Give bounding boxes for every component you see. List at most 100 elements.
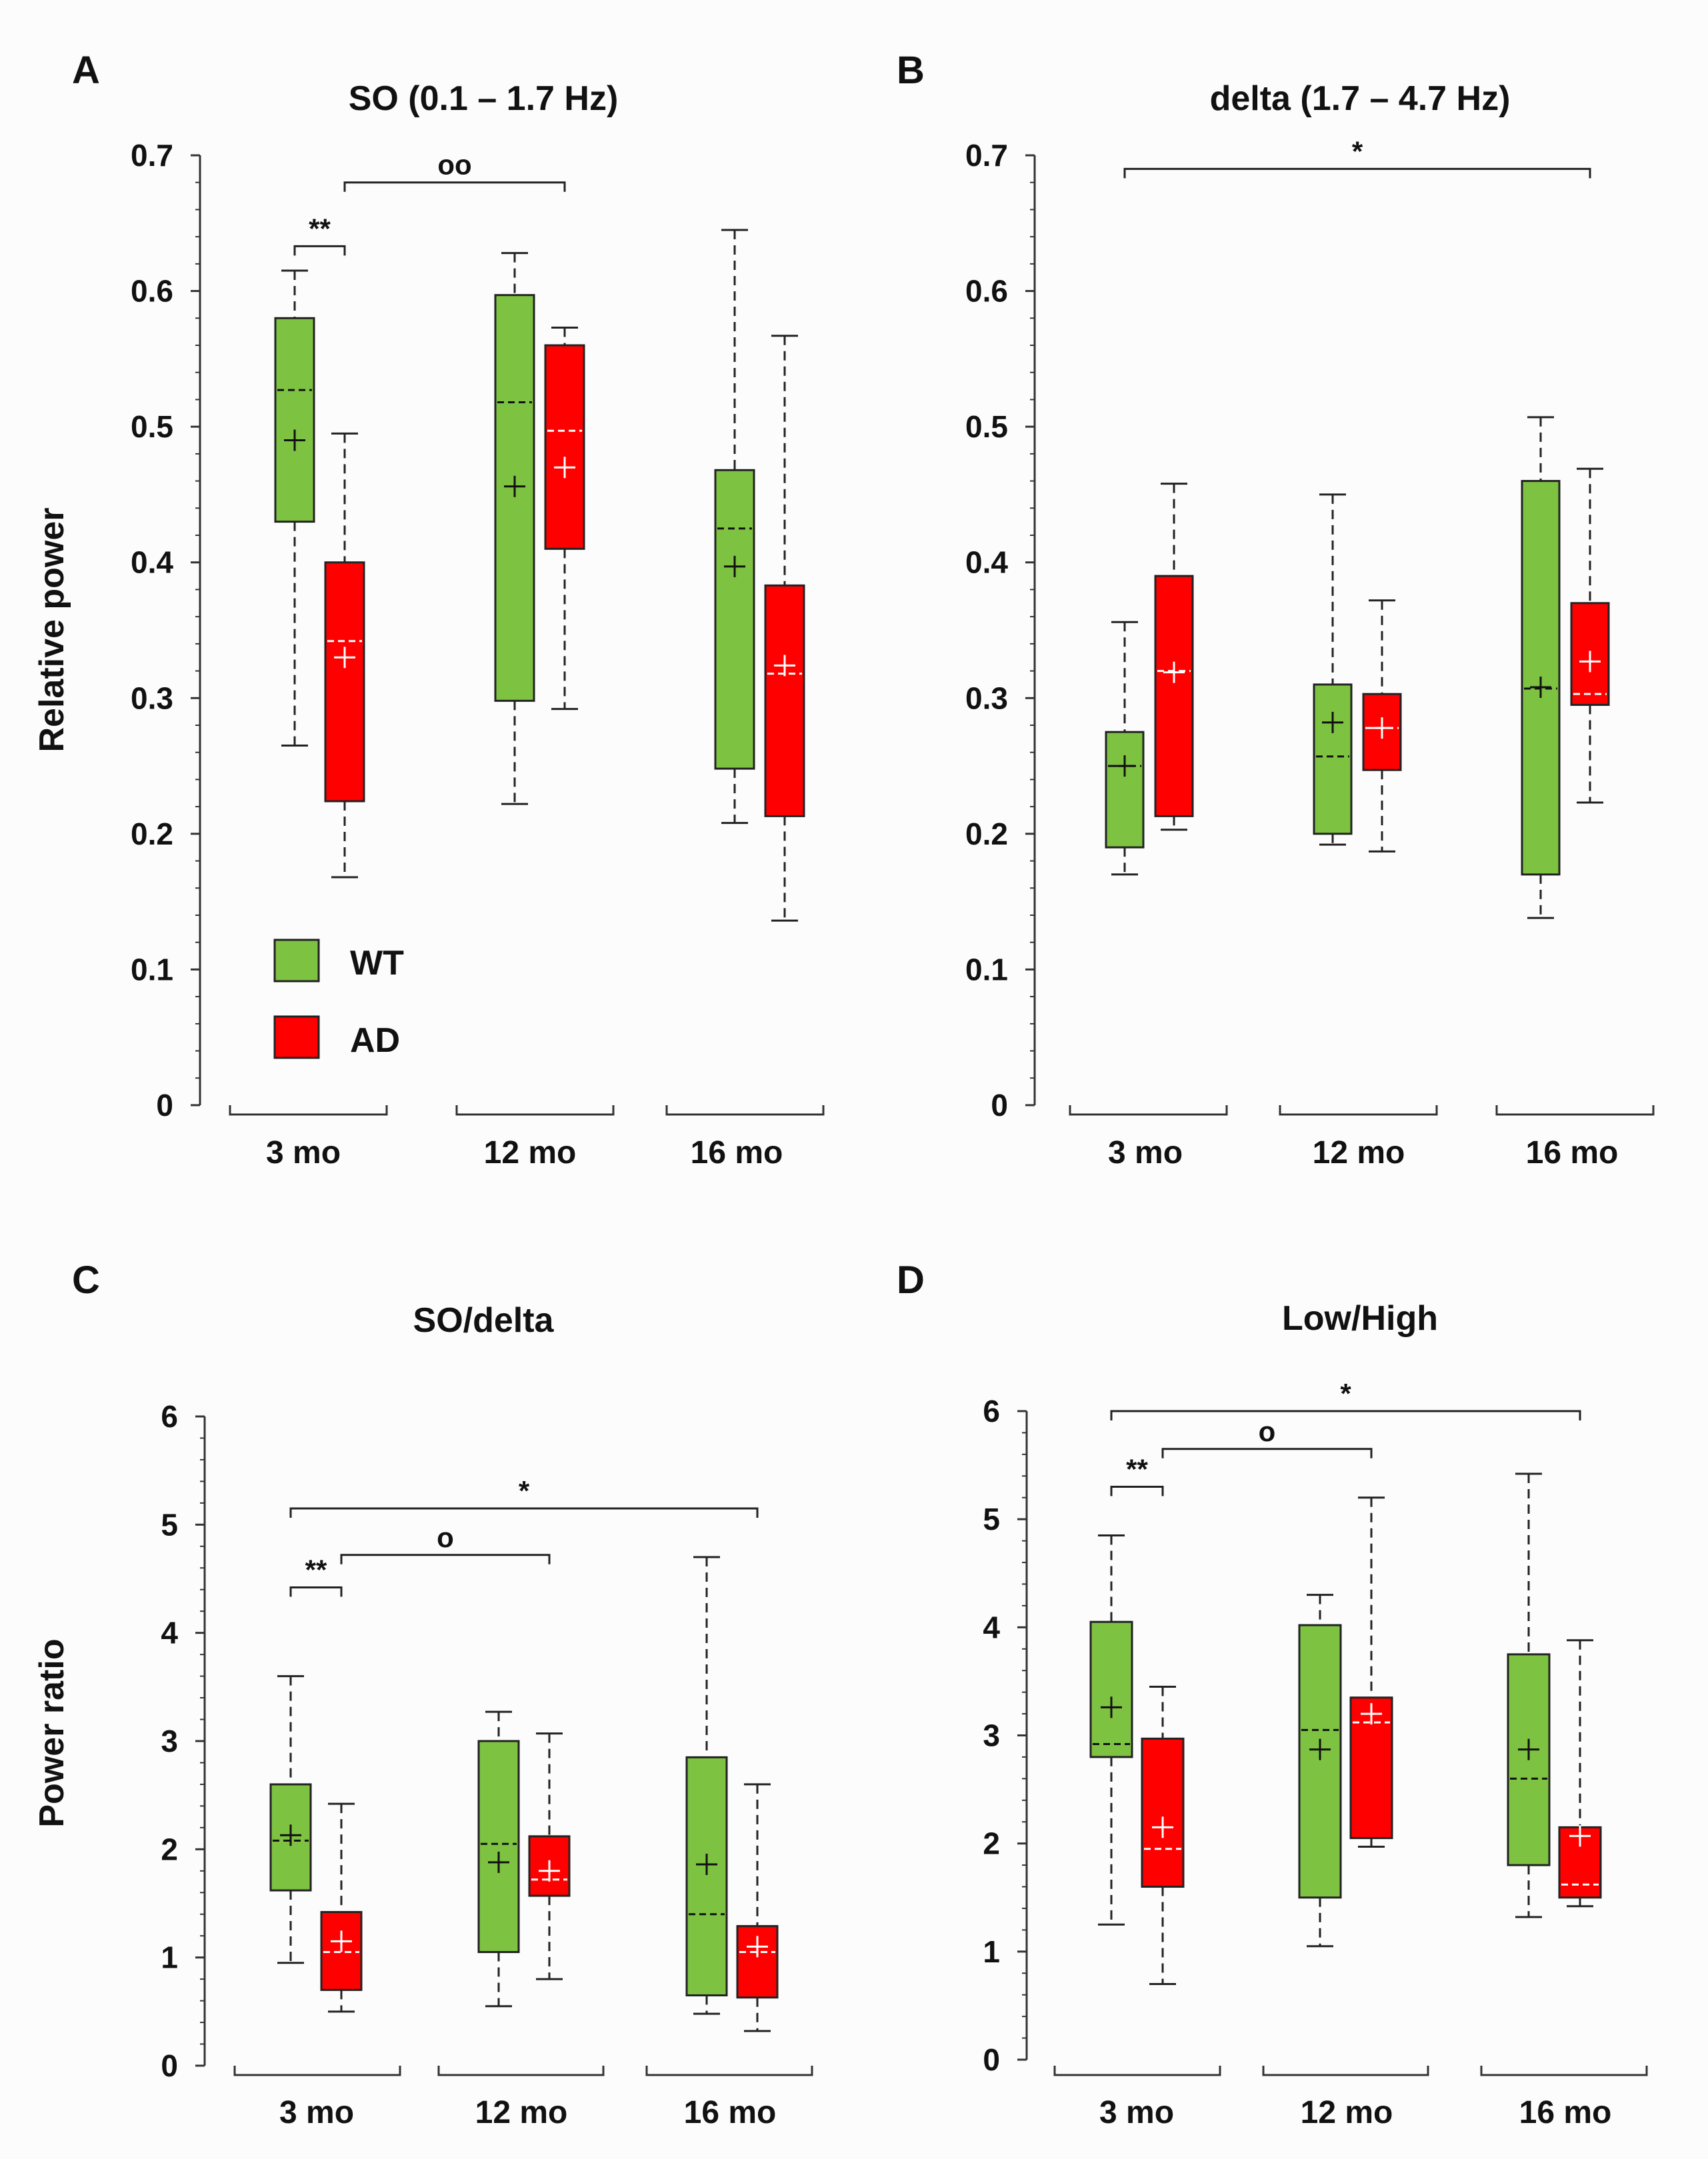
box-iqr	[764, 584, 805, 817]
legend-swatch-ad	[273, 1015, 320, 1059]
significance-label: **	[309, 213, 331, 244]
y-tick-label: 4	[161, 1616, 178, 1650]
category-label: 3 mo	[1099, 2095, 1174, 2130]
y-tick-label: 3	[161, 1724, 178, 1758]
category-label: 12 mo	[1313, 1135, 1405, 1170]
box-wt-2	[477, 1710, 520, 2008]
y-tick-label: 4	[983, 1610, 1000, 1644]
box-ad-1	[320, 1802, 363, 2013]
y-tick-label: 0.4	[131, 545, 173, 580]
significance-label: *	[1352, 135, 1363, 167]
box-ad-1	[324, 432, 365, 879]
mean-marker	[554, 457, 575, 479]
y-tick-label: 0.1	[131, 952, 173, 987]
box-ad-3	[764, 335, 805, 922]
significance-bracket	[1110, 1486, 1164, 1496]
y-tick-label: 1	[161, 1940, 178, 1975]
legend-label-ad: AD	[350, 1021, 400, 1060]
panel-title: delta (1.7 – 4.7 Hz)	[1210, 79, 1511, 118]
category-bracket	[229, 1105, 388, 1116]
category-label: 3 mo	[266, 1135, 341, 1170]
category-bracket	[1069, 1105, 1228, 1116]
category-bracket	[1053, 2066, 1221, 2076]
box-iqr	[324, 561, 365, 803]
y-tick-label: 5	[161, 1507, 178, 1542]
panel-title: SO/delta	[413, 1301, 555, 1340]
mean-marker	[331, 1930, 352, 1952]
box-iqr	[269, 1783, 312, 1892]
box-iqr	[1313, 683, 1353, 835]
significance-bracket	[293, 245, 346, 256]
category-bracket	[1279, 1105, 1438, 1116]
y-tick-label: 0	[156, 1088, 173, 1122]
y-tick-label: 2	[161, 1832, 178, 1866]
category-label: 16 mo	[684, 2095, 777, 2130]
significance-label: **	[305, 1554, 327, 1585]
y-tick-label: 0.6	[965, 274, 1008, 309]
box-wt-3	[1507, 1472, 1551, 1918]
mean-marker	[1569, 1825, 1591, 1847]
category-bracket	[1262, 2066, 1429, 2076]
category-bracket	[665, 1105, 825, 1116]
significance-bracket	[343, 181, 566, 192]
legend-label-wt: WT	[350, 944, 404, 983]
box-wt-1	[269, 1675, 312, 1964]
box-wt-3	[1521, 416, 1561, 919]
box-wt-1	[274, 269, 315, 747]
mean-marker	[1518, 1738, 1539, 1760]
box-iqr	[1105, 731, 1145, 849]
category-label: 12 mo	[484, 1135, 577, 1170]
box-iqr	[1154, 575, 1194, 817]
y-tick-label: 0.2	[131, 817, 173, 851]
mean-marker	[280, 1824, 301, 1846]
box-wt-1	[1089, 1534, 1133, 1926]
mean-marker	[504, 475, 525, 497]
box-ad-1	[1154, 483, 1194, 831]
category-bracket	[1480, 2066, 1648, 2076]
y-tick-label: 2	[983, 1826, 1000, 1861]
panel-letter: B	[897, 49, 925, 92]
legend: WT AD	[273, 939, 404, 1060]
mean-marker	[724, 555, 745, 577]
box-iqr	[714, 469, 755, 770]
mean-marker	[1371, 717, 1393, 739]
mean-marker	[488, 1851, 509, 1873]
y-tick-label: 0.1	[965, 952, 1008, 987]
box-ad-1	[1141, 1686, 1185, 1985]
panel-a: A SO (0.1 – 1.7 Hz) 0 0.1 0.2 0.3 0.4 0.5 0.6 0.7…	[33, 49, 825, 1170]
category-label: 3 mo	[279, 2095, 354, 2130]
box-iqr	[274, 317, 315, 523]
box-iqr	[544, 344, 585, 550]
mean-marker	[774, 655, 795, 677]
box-ad-2	[528, 1732, 571, 1980]
y-tick-label: 0	[991, 1088, 1008, 1122]
y-tick-label: 3	[983, 1718, 1000, 1753]
y-tick-label: 0.2	[965, 817, 1008, 851]
box-iqr	[1298, 1624, 1342, 1899]
y-tick-label: 0.5	[965, 409, 1008, 444]
y-tick-label: 0	[983, 2042, 1000, 2077]
significance-bracket	[340, 1554, 551, 1564]
mean-marker	[334, 647, 355, 669]
box-iqr	[1362, 693, 1402, 771]
significance-label: o	[1259, 1416, 1276, 1447]
mean-marker	[1361, 1703, 1382, 1725]
mean-marker	[1101, 1696, 1122, 1718]
significance-bracket	[289, 1507, 759, 1518]
box-iqr	[494, 294, 535, 702]
mean-marker	[1152, 1816, 1173, 1838]
category-label: 16 mo	[691, 1135, 783, 1170]
significance-label: **	[1126, 1454, 1148, 1485]
y-axis-label: Power ratio	[33, 1638, 71, 1827]
significance-bracket	[1110, 1410, 1581, 1420]
category-bracket	[455, 1105, 615, 1116]
box-wt-3	[714, 229, 755, 825]
category-label: 3 mo	[1108, 1135, 1183, 1170]
box-ad-2	[1349, 1496, 1393, 1848]
box-ad-3	[1570, 467, 1610, 804]
y-tick-label: 0.4	[965, 545, 1008, 580]
mean-marker	[284, 429, 305, 451]
box-iqr	[477, 1740, 520, 1954]
